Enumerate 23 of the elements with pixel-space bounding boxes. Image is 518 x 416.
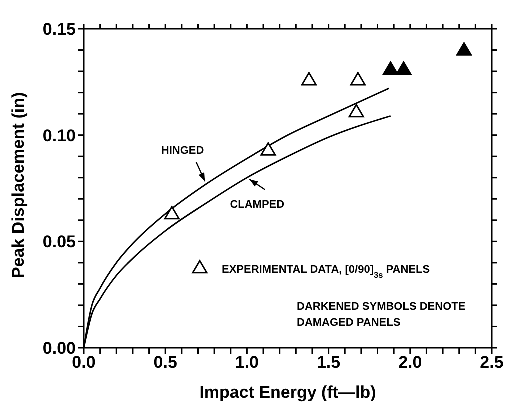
point — [260, 142, 276, 156]
y-tick-label: 0.15 — [42, 20, 76, 40]
point — [383, 62, 399, 76]
y-tick-label: 0.10 — [42, 126, 76, 146]
x-axis-title: Impact Energy (ft—lb) — [200, 383, 376, 402]
x-tick-label: 2.5 — [480, 353, 504, 372]
point — [348, 104, 364, 118]
annotation: DARKENED SYMBOLS DENOTE DAMAGED PANELS — [297, 301, 466, 329]
text: HINGED — [161, 145, 204, 158]
x-tick-label: 1.5 — [316, 353, 341, 372]
x-tick-label: 2.0 — [398, 353, 422, 372]
point — [456, 42, 472, 56]
point — [301, 72, 317, 86]
point — [164, 206, 180, 220]
point — [350, 72, 366, 86]
x-tick-label: 1.0 — [235, 353, 260, 372]
x-tick-label: 0.5 — [154, 353, 178, 372]
y-tick-label: 0.05 — [42, 232, 76, 252]
series-label: CLAMPED — [230, 198, 285, 211]
x-tick-label: 0.0 — [72, 353, 96, 372]
y-axis-title: Peak Displacement (in) — [9, 92, 28, 278]
legend-label: EXPERIMENTAL DATA, [0/90]$_{3s}$ PANELS — [222, 264, 430, 280]
point — [396, 62, 412, 76]
